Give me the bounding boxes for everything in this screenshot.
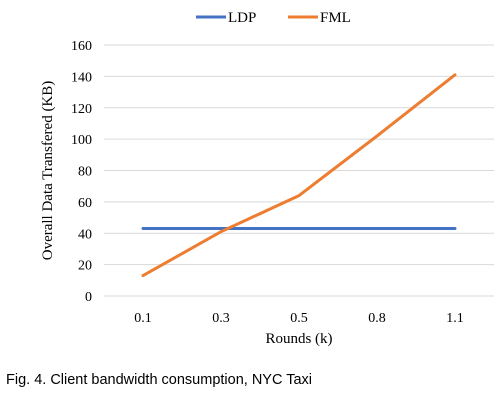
line-chart: 0 20 40 60 80 100 120 140 160 0.1 0.3 0.5 0.8 1.1 LD… — [40, 10, 494, 347]
y-tick-label: 20 — [78, 259, 92, 274]
y-axis-ticks: 0 20 40 60 80 100 120 140 160 — [71, 39, 92, 305]
y-tick-label: 100 — [71, 133, 92, 148]
y-tick-label: 0 — [85, 290, 92, 305]
y-axis-title: Overall Data Transfered (KB) — [40, 81, 56, 261]
y-tick-label: 140 — [71, 70, 92, 85]
x-tick-label: 0.5 — [290, 311, 308, 326]
y-tick-label: 60 — [78, 196, 92, 211]
x-tick-label: 1.1 — [446, 311, 464, 326]
series-lines — [141, 73, 457, 278]
legend-label-ldp: LDP — [228, 10, 256, 26]
legend-label-fml: FML — [320, 10, 351, 26]
y-tick-label: 40 — [78, 227, 92, 242]
x-axis-ticks: 0.1 0.3 0.5 0.8 1.1 — [134, 311, 464, 326]
y-tick-label: 120 — [71, 102, 92, 117]
series-line-fml — [141, 73, 457, 278]
figure-caption: Fig. 4. Client bandwidth consumption, NY… — [6, 372, 312, 388]
x-tick-label: 0.3 — [212, 311, 230, 326]
gridlines — [104, 44, 494, 266]
y-tick-label: 80 — [78, 165, 92, 180]
legend: LDP FML — [196, 10, 351, 26]
x-tick-label: 0.8 — [368, 311, 386, 326]
x-axis-title: Rounds (k) — [265, 331, 332, 347]
x-tick-label: 0.1 — [134, 311, 152, 326]
y-tick-label: 160 — [71, 39, 92, 54]
